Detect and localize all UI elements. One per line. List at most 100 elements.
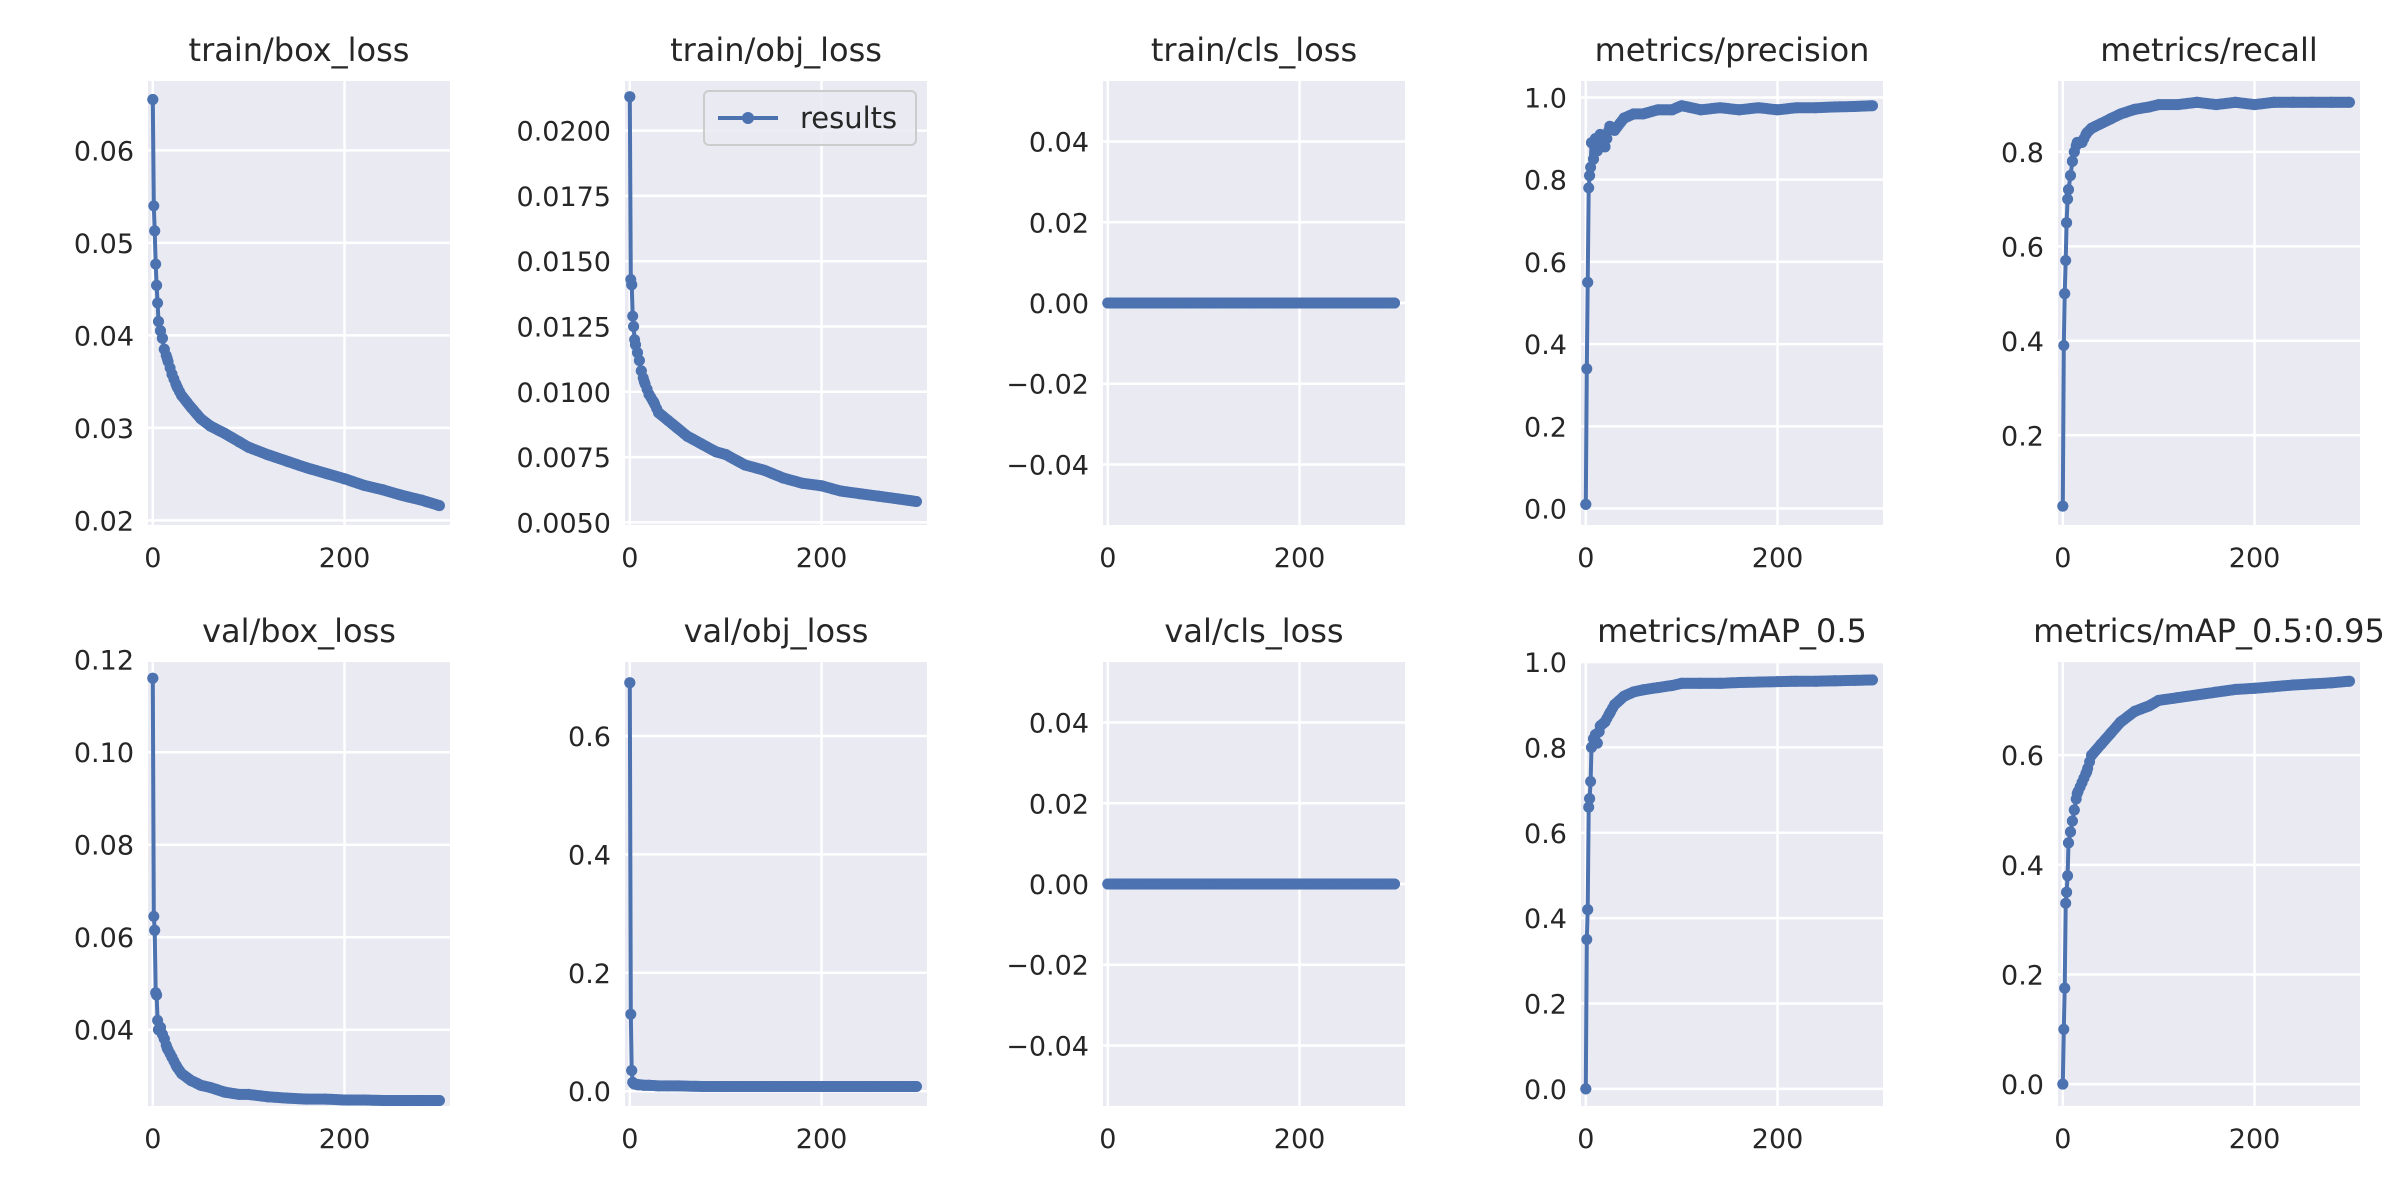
data-point <box>1637 108 1649 120</box>
data-point <box>1772 676 1783 688</box>
data-point <box>396 489 408 501</box>
subplot-title: metrics/recall <box>2100 31 2318 69</box>
y-tick-label: 0.0050 <box>517 508 611 539</box>
data-point <box>151 279 163 291</box>
x-tick-label: 0 <box>621 543 638 574</box>
data-point <box>2105 113 2117 125</box>
data-point <box>166 368 178 380</box>
y-tick-label: 0.0 <box>568 1077 611 1108</box>
x-tick-label: 0 <box>144 543 161 574</box>
series-markers <box>624 91 922 507</box>
data-point <box>2063 837 2074 849</box>
data-point <box>696 1081 708 1092</box>
data-point <box>626 1065 638 1076</box>
data-point <box>2063 184 2074 196</box>
data-point <box>626 279 638 291</box>
data-point <box>243 441 255 453</box>
data-point <box>2058 1023 2070 1035</box>
data-point <box>1652 682 1664 694</box>
series-markers <box>147 672 445 1106</box>
data-point <box>152 297 164 309</box>
data-point <box>156 332 168 344</box>
data-point <box>1588 153 1599 165</box>
data-point <box>2143 101 2155 113</box>
data-point <box>2057 500 2069 512</box>
y-tick-label: 0.0100 <box>517 378 611 409</box>
data-point <box>1628 108 1640 120</box>
y-tick-label: −0.04 <box>1006 450 1089 481</box>
data-point <box>638 375 650 387</box>
data-point <box>2076 777 2088 789</box>
data-point <box>2061 886 2073 898</box>
data-point <box>1583 801 1595 813</box>
subplot-metrics-map-0-5: metrics/mAP_0.5 0.0 0.2 0.4 0.6 0.8 1.0 0 200 <box>1524 612 1883 1155</box>
data-point <box>911 496 922 507</box>
series-markers <box>1102 297 1400 309</box>
y-tick-label: 0.0150 <box>517 247 611 278</box>
subplot-train-obj-loss: train/obj_loss 0.0050 0.0075 0.0100 0.0125 0.… <box>517 31 927 574</box>
data-point <box>1584 793 1596 805</box>
x-tick-label: 0 <box>621 1124 638 1155</box>
data-point <box>2060 897 2072 909</box>
data-point <box>2153 694 2165 706</box>
data-point <box>149 924 161 936</box>
data-point <box>911 1081 922 1092</box>
data-point <box>892 493 904 505</box>
data-point <box>1867 100 1878 112</box>
data-point <box>148 910 160 922</box>
data-point <box>720 449 732 460</box>
x-tick-label: 200 <box>319 543 371 574</box>
y-tick-label: 0.03 <box>74 414 134 445</box>
series-markers <box>1102 878 1400 890</box>
y-tick-label: 0.10 <box>74 738 134 769</box>
data-point <box>339 473 350 485</box>
data-point <box>2268 681 2280 693</box>
subplot-title: metrics/mAP_0.5:0.95 <box>2033 612 2385 650</box>
data-point <box>628 321 640 332</box>
data-point <box>835 485 847 497</box>
subplot-train-box-loss: train/box_loss 0.02 0.03 0.04 0.05 0.06 0 200 <box>74 31 450 574</box>
y-tick-label: 0.00 <box>1029 870 1089 901</box>
y-tick-label: 0.06 <box>74 923 134 954</box>
data-point <box>1676 677 1688 689</box>
data-point <box>195 413 207 425</box>
plot-area <box>625 81 927 525</box>
data-point <box>415 1095 427 1106</box>
data-point <box>2191 689 2203 701</box>
data-point <box>2249 682 2260 694</box>
data-point <box>2325 677 2337 689</box>
y-tick-label: 0.04 <box>74 321 134 352</box>
x-tick-label: 200 <box>319 1124 371 1155</box>
data-point <box>2066 815 2078 827</box>
y-tick-label: 0.4 <box>2001 851 2044 882</box>
y-tick-label: 0.6 <box>1524 819 1567 850</box>
x-tick-label: 200 <box>2229 543 2281 574</box>
data-point <box>635 365 647 377</box>
data-point <box>319 467 331 479</box>
plot-area <box>148 81 450 525</box>
data-point <box>1714 677 1726 689</box>
y-tick-label: 0.8 <box>1524 166 1567 197</box>
data-point <box>2095 118 2107 129</box>
data-point <box>633 355 645 366</box>
data-point <box>2076 136 2088 148</box>
data-point <box>219 427 231 439</box>
x-tick-label: 200 <box>2229 1124 2281 1155</box>
data-point <box>319 1093 331 1105</box>
data-point <box>377 1095 389 1106</box>
data-point <box>2059 982 2071 994</box>
data-point <box>2306 96 2318 108</box>
y-tick-label: 0.8 <box>2001 138 2044 169</box>
data-point <box>624 677 636 689</box>
data-point <box>1389 878 1400 890</box>
data-point <box>2344 675 2355 687</box>
data-point <box>415 494 427 506</box>
data-point <box>1580 498 1592 510</box>
data-point <box>2065 170 2076 181</box>
data-point <box>2172 99 2184 111</box>
legend-swatch-marker <box>742 112 754 124</box>
data-point <box>195 1079 207 1091</box>
y-tick-label: 0.6 <box>2001 741 2044 772</box>
data-point <box>281 455 293 467</box>
series-markers <box>2057 675 2355 1090</box>
